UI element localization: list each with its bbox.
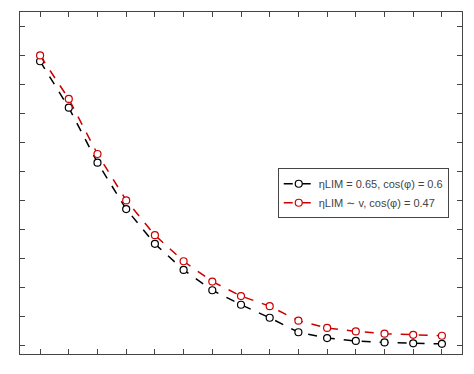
svg-text:ηLIM = 0.65, cos(φ) = 0.6: ηLIM = 0.65, cos(φ) = 0.6 (319, 178, 443, 190)
svg-text:ηLIM ∼ v, cos(φ) = 0.47: ηLIM ∼ v, cos(φ) = 0.47 (319, 197, 435, 209)
